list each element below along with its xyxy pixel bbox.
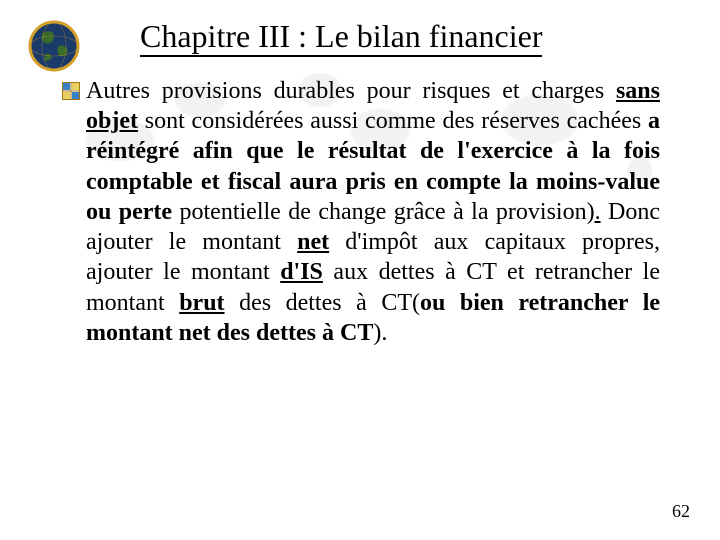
text-span: sont considérées aussi comme des réserve… [138, 108, 648, 134]
text-span: potentielle de change grâce à la provisi… [172, 199, 595, 225]
text-span: d'IS [280, 259, 323, 285]
body-paragraph: Autres provisions durables pour risques … [86, 76, 660, 348]
slide-title-wrap: Chapitre III : Le bilan financier [140, 18, 660, 55]
page-number: 62 [672, 501, 690, 522]
slide-title: Chapitre III : Le bilan financier [140, 18, 542, 57]
bullet-icon [62, 82, 80, 100]
text-span: Autres provisions durables pour risques … [86, 78, 616, 104]
text-span: brut [179, 290, 224, 316]
text-span: des dettes à CT( [225, 290, 420, 316]
text-span: ). [373, 320, 387, 346]
text-span: net [297, 229, 329, 255]
globe-icon [28, 20, 80, 72]
